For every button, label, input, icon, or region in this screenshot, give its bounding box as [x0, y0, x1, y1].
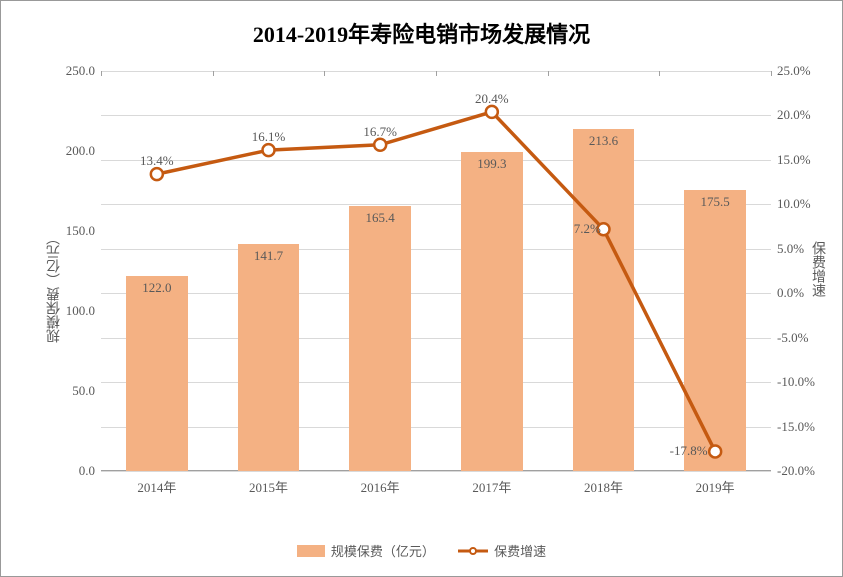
y-right-tick-label: 0.0% [777, 285, 804, 301]
chart-title: 2014-2019年寿险电销市场发展情况 [1, 17, 842, 49]
line-marker [709, 445, 721, 457]
y-axis-left-label: 规模保费（亿元） [45, 231, 65, 343]
line-marker [263, 144, 275, 156]
legend-label-bar: 规模保费（亿元） [331, 541, 435, 560]
line-marker [486, 106, 498, 118]
y-left-tick-label: 100.0 [66, 303, 95, 319]
line-value-label: 16.7% [363, 124, 397, 140]
line-value-label: -17.8% [670, 443, 708, 459]
line-value-label: 7.2% [574, 221, 601, 237]
y-right-tick-label: -20.0% [777, 463, 815, 479]
y-left-tick-label: 200.0 [66, 143, 95, 159]
y-right-tick-label: 15.0% [777, 152, 811, 168]
y-left-tick-label: 50.0 [72, 383, 95, 399]
y-right-tick-label: 5.0% [777, 241, 804, 257]
legend: 规模保费（亿元） 保费增速 [1, 541, 842, 561]
x-tick-label: 2015年 [249, 477, 288, 496]
y-right-tick-label: 25.0% [777, 63, 811, 79]
x-tick-label: 2016年 [361, 477, 400, 496]
growth-line [157, 112, 715, 452]
plot-area: 规模保费（亿元） 保费增速 -20.0%-15.0%-10.0%-5.0%0.0… [101, 71, 771, 471]
legend-swatch-line [458, 545, 488, 557]
x-tick [771, 71, 772, 76]
y-right-tick-label: -5.0% [777, 330, 808, 346]
legend-label-line: 保费增速 [494, 541, 546, 560]
y-left-tick-label: 150.0 [66, 223, 95, 239]
y-left-tick-label: 0.0 [79, 463, 95, 479]
x-tick-label: 2018年 [584, 477, 623, 496]
grid-line [101, 471, 771, 472]
y-right-tick-label: 20.0% [777, 107, 811, 123]
chart-container: 2014-2019年寿险电销市场发展情况 规模保费（亿元） 保费增速 -20.0… [0, 0, 843, 577]
x-tick-label: 2019年 [696, 477, 735, 496]
line-value-label: 20.4% [475, 91, 509, 107]
x-tick-label: 2014年 [137, 477, 176, 496]
x-tick-label: 2017年 [472, 477, 511, 496]
line-marker [151, 168, 163, 180]
y-axis-right-label: 保费增速 [807, 241, 827, 297]
line-value-label: 13.4% [140, 153, 174, 169]
line-marker [374, 139, 386, 151]
legend-swatch-bar [297, 545, 325, 557]
y-left-tick-label: 250.0 [66, 63, 95, 79]
line-layer [101, 71, 771, 471]
legend-item-bar: 规模保费（亿元） [297, 541, 435, 560]
legend-item-line: 保费增速 [458, 541, 546, 560]
y-right-tick-label: 10.0% [777, 196, 811, 212]
y-right-tick-label: -15.0% [777, 419, 815, 435]
line-value-label: 16.1% [252, 129, 286, 145]
y-right-tick-label: -10.0% [777, 374, 815, 390]
